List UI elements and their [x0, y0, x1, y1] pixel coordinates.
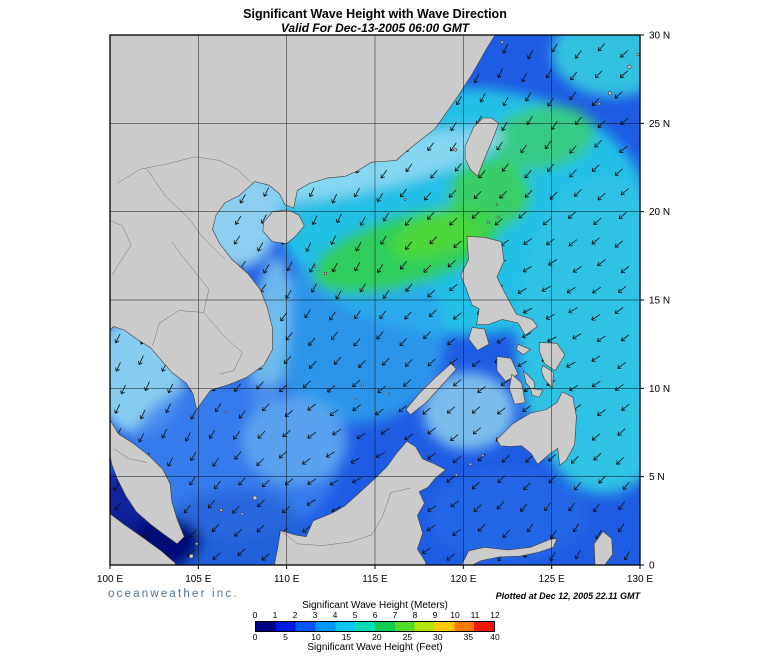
legend-meters-tick: 6 — [372, 610, 378, 620]
longitude-tick-label: 105 E — [185, 574, 211, 585]
latitude-tick-label: 15 N — [649, 296, 670, 307]
oceanweather-branding: oceanweather inc. — [108, 588, 239, 600]
legend-meters-ticks: 0 1 2 3 4 5 6 7 8 9 10 11 12 — [252, 610, 500, 620]
legend-meters-tick: 3 — [312, 610, 318, 620]
legend-feet-tick: 40 — [490, 632, 500, 642]
legend-feet-title: Significant Wave Height (Feet) — [307, 642, 443, 653]
legend-meters-tick: 10 — [450, 610, 460, 620]
longitude-tick-label: 100 E — [97, 574, 123, 585]
longitude-tick-label: 110 E — [274, 574, 300, 585]
legend-meters-tick: 11 — [470, 610, 480, 620]
chart-valid-time: Valid For Dec-13-2005 06:00 GMT — [280, 21, 470, 35]
latitude-tick-label: 20 N — [649, 207, 670, 218]
legend-meters-tick: 0 — [252, 610, 258, 620]
graticule — [110, 35, 640, 565]
latitude-tick-label: 30 N — [649, 31, 670, 42]
legend-feet-tick: 20 — [372, 632, 382, 642]
latitude-tick-label: 10 N — [649, 384, 670, 395]
longitude-tick-label: 130 E — [627, 574, 653, 585]
plotted-timestamp: Plotted at Dec 12, 2005 22.11 GMT — [495, 591, 640, 601]
legend-meters-tick: 8 — [412, 610, 418, 620]
legend-feet-tick: 30 — [433, 632, 443, 642]
legend-feet-tick: 25 — [402, 632, 413, 642]
latitude-tick-label: 25 N — [649, 119, 670, 130]
legend-feet-tick: 15 — [341, 632, 352, 642]
legend-meters-tick: 12 — [490, 610, 500, 620]
longitude-tick-label: 120 E — [450, 574, 476, 585]
longitude-tick-label: 125 E — [539, 574, 565, 585]
legend-meters-title: Significant Wave Height (Meters) — [302, 600, 448, 611]
country-borders — [110, 156, 411, 546]
legend-feet-tick: 0 — [252, 632, 258, 642]
legend-colorbar — [255, 621, 495, 632]
legend-meters-tick: 2 — [292, 610, 298, 620]
legend-meters-tick: 7 — [392, 610, 398, 620]
legend-meters-tick: 4 — [332, 610, 338, 620]
legend-feet-tick: 10 — [311, 632, 321, 642]
legend-feet-ticks: 0 5 10 15 20 25 30 35 40 — [252, 632, 500, 642]
latitude-tick-label: 5 N — [649, 472, 665, 483]
legend-feet-tick: 5 — [283, 632, 288, 642]
legend-meters-tick: 1 — [272, 610, 278, 620]
legend-meters-tick: 9 — [432, 610, 438, 620]
longitude-tick-label: 115 E — [362, 574, 388, 585]
axis-ticks — [109, 34, 644, 569]
legend-meters-tick: 5 — [352, 610, 358, 620]
legend-feet-tick: 35 — [463, 632, 474, 642]
wave-map: 100 E 105 E 110 E 115 E 120 E 125 E 130 E 30 N 2… — [97, 31, 670, 586]
chart-title: Significant Wave Height with Wave Direct… — [243, 7, 507, 21]
latitude-tick-label: 0 — [649, 561, 655, 572]
